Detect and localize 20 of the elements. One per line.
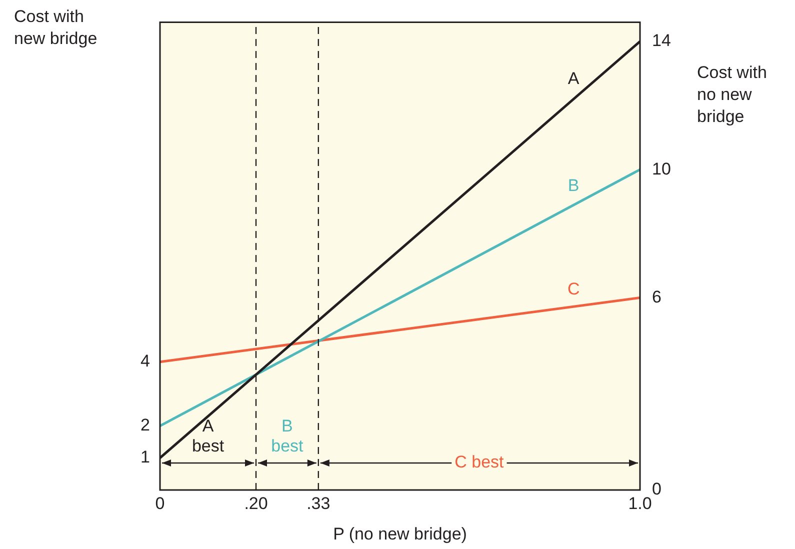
- y-tick-label: 2: [140, 416, 150, 435]
- x-tick-label: .33: [306, 494, 330, 513]
- annotation: A best: [192, 416, 224, 456]
- annotation: B best: [271, 416, 304, 456]
- series-label: A: [568, 68, 580, 88]
- y-axis-title: Cost with new bridge: [14, 6, 98, 50]
- y2-axis-title: Cost with no new bridge: [697, 62, 767, 128]
- y2-tick-label: 0: [652, 480, 662, 499]
- y2-tick-label: 6: [652, 287, 662, 306]
- series-label: B: [568, 176, 580, 196]
- x-tick-label: .20: [244, 494, 268, 513]
- y-tick-label: 4: [140, 352, 150, 371]
- y-tick-label: 1: [140, 448, 150, 467]
- y2-tick-label: 14: [652, 31, 671, 50]
- x-tick-label: 1.0: [628, 494, 652, 513]
- x-axis-title: P (no new bridge): [333, 524, 467, 544]
- annotation: C best: [454, 452, 504, 472]
- series-label: C: [567, 279, 580, 298]
- y2-tick-label: 10: [652, 159, 671, 178]
- x-tick-label: 0: [155, 494, 165, 513]
